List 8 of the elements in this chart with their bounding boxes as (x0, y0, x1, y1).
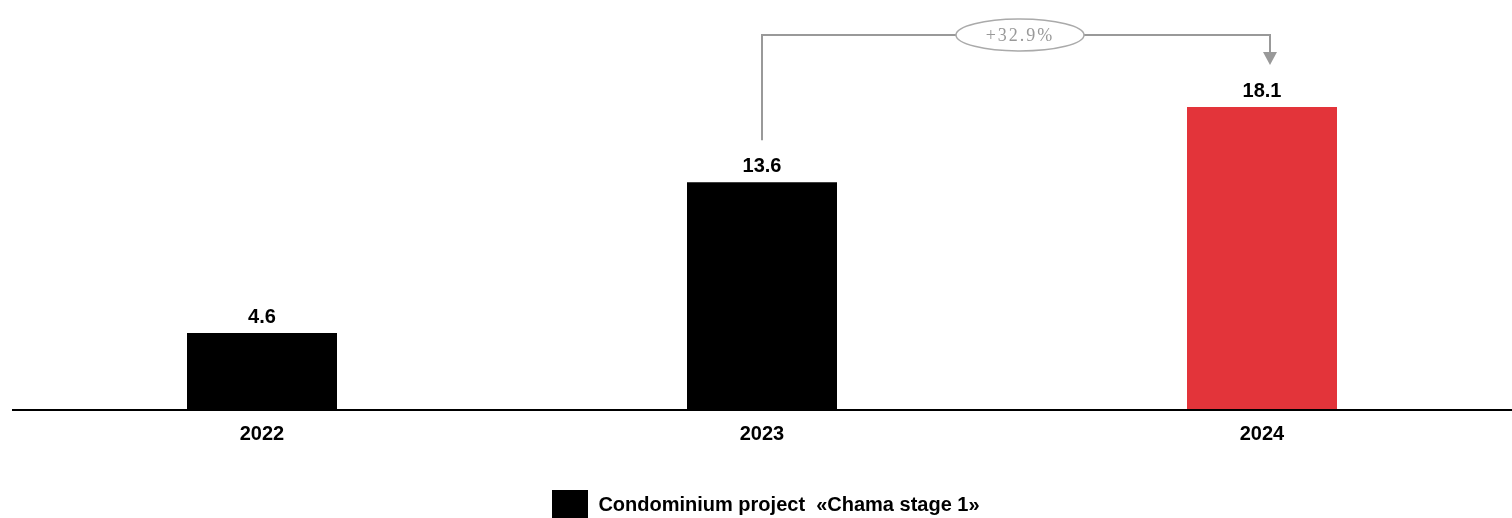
text: +32.9% (985, 25, 1055, 45)
data-label: 13.6 (742, 154, 782, 177)
data-label: 18.1 (1242, 78, 1282, 101)
x-tick-label: 2024 (1239, 422, 1286, 445)
x-tick-label: 2022 (239, 422, 285, 445)
data-label: 4.6 (248, 304, 276, 327)
legend-label: Condominium project «Chama stage 1» (598, 492, 980, 516)
x-tick-label: 2023 (739, 422, 785, 445)
